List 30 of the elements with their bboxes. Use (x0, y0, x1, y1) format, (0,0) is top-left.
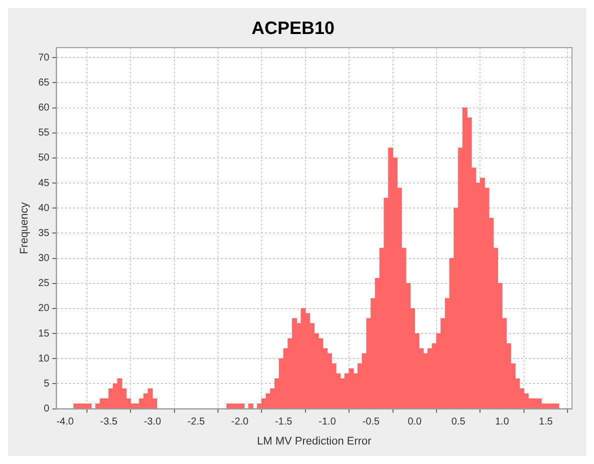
y-tick-label: 0 (44, 404, 50, 415)
y-axis-title: Frequency (18, 202, 31, 254)
y-tick-label: 65 (38, 77, 50, 88)
y-tick-label: 10 (38, 353, 50, 364)
y-tick-label: 55 (38, 128, 50, 139)
x-tick-label: -3.5 (100, 416, 118, 428)
y-tick-label: 20 (38, 303, 50, 314)
x-tick-label: -2.5 (188, 416, 206, 428)
x-tick-label: -4.0 (56, 416, 74, 428)
y-tick-label: 15 (38, 328, 50, 340)
x-tick-label: 0.5 (451, 416, 466, 428)
x-tick-label: 1.0 (495, 416, 510, 428)
y-tick-label: 60 (38, 102, 50, 114)
x-tick-label: -0.5 (362, 416, 380, 428)
x-axis-title: LM MV Prediction Error (257, 435, 372, 448)
x-tick-label: 1.5 (538, 416, 554, 428)
y-tick-label: 45 (38, 178, 50, 189)
x-tick-label: -2.0 (231, 416, 249, 428)
y-tick-label: 40 (38, 202, 50, 214)
y-tick-label: 70 (38, 52, 50, 64)
x-tick-label: -3.0 (144, 416, 162, 428)
y-tick-label: 25 (38, 278, 50, 290)
x-tick-label: 0.0 (408, 416, 422, 428)
y-tick-label: 30 (38, 253, 50, 264)
x-tick-label: -1.0 (318, 416, 336, 428)
chart-title: ACPEB10 (251, 18, 335, 38)
y-tick-label: 35 (38, 228, 50, 239)
x-tick-label: -1.5 (274, 416, 293, 428)
y-tick-label: 5 (44, 378, 50, 390)
y-tick-label: 50 (38, 152, 50, 164)
